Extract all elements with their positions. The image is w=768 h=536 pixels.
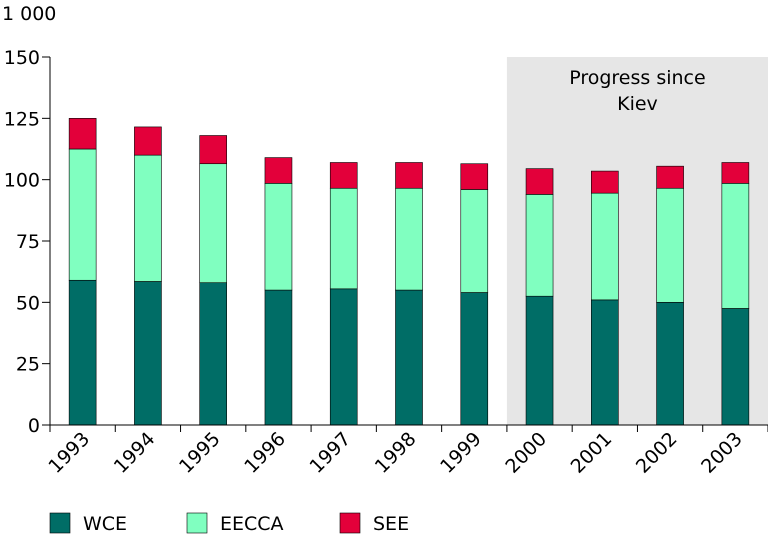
bar-see-2001 — [591, 170, 619, 194]
bar-wce-2000 — [525, 295, 554, 426]
bar-wce-2001 — [591, 299, 619, 426]
x-axis: 1993 1994 1995 1996 1997 1998 1999 2000 2001 2002… — [44, 424, 768, 478]
bars — [68, 118, 750, 426]
x-tick-label-2002: 2002 — [632, 428, 682, 478]
highlight-annotation: Progress since Kiev — [569, 67, 705, 115]
bar-see-2002 — [656, 165, 684, 189]
bar-eecca-1993 — [68, 148, 97, 281]
bar-eecca-1997 — [329, 187, 358, 290]
bar-eecca-1995 — [199, 163, 227, 284]
y-tick-label: 0 — [28, 415, 40, 437]
legend-label-wce: WCE — [83, 513, 127, 535]
x-tick-label-2003: 2003 — [697, 428, 747, 478]
x-tick-label-1998: 1998 — [371, 428, 421, 478]
legend-label-eecca: EECCA — [220, 513, 284, 535]
y-tick-label: 25 — [16, 354, 40, 376]
bar-eecca-2002 — [656, 187, 684, 303]
bar-wce-1999 — [460, 292, 489, 426]
y-tick-label: 75 — [16, 231, 40, 253]
bar-eecca-1994 — [134, 154, 162, 282]
bar-see-1999 — [460, 163, 489, 190]
x-tick-label-1995: 1995 — [175, 428, 225, 478]
bar-see-2003 — [721, 162, 750, 184]
bar-eecca-2003 — [721, 183, 750, 309]
bar-wce-1997 — [329, 288, 358, 426]
bar-wce-2002 — [656, 302, 684, 426]
y-axis: 0 25 50 75 100 125 150 — [4, 47, 51, 437]
bar-wce-1994 — [134, 281, 162, 426]
y-axis-unit-label: 1 000 — [2, 3, 56, 25]
bar-eecca-2000 — [525, 194, 554, 297]
bar-wce-1996 — [264, 289, 293, 426]
x-tick-label-1994: 1994 — [110, 428, 160, 478]
y-tick-label: 50 — [16, 292, 40, 314]
bar-see-1994 — [134, 126, 162, 156]
bar-see-2000 — [525, 168, 554, 195]
bar-wce-2003 — [721, 308, 750, 426]
bar-wce-1995 — [199, 282, 227, 426]
bar-see-1996 — [264, 157, 293, 184]
x-tick-label-2000: 2000 — [501, 428, 551, 478]
x-tick-label-2001: 2001 — [567, 428, 617, 478]
bar-see-1997 — [329, 162, 358, 189]
y-tick-label: 125 — [4, 108, 40, 130]
legend-swatch-wce — [49, 512, 71, 534]
highlight-label-line-1: Progress since — [569, 67, 705, 89]
x-tick-label-1997: 1997 — [306, 428, 356, 478]
bar-see-1998 — [395, 162, 423, 189]
bar-eecca-1996 — [264, 183, 293, 291]
bar-wce-1993 — [68, 279, 97, 426]
y-tick-label: 150 — [4, 47, 40, 69]
x-tick-label-1996: 1996 — [240, 428, 290, 478]
x-tick-label-1993: 1993 — [44, 428, 94, 478]
bar-eecca-1999 — [460, 189, 489, 293]
legend-swatch-eecca — [186, 512, 208, 534]
legend-label-see: SEE — [373, 513, 409, 535]
x-tick-label-1999: 1999 — [436, 428, 486, 478]
highlight-label-line-2: Kiev — [617, 93, 658, 115]
legend: WCE EECCA SEE — [49, 512, 409, 535]
bar-see-1995 — [199, 135, 227, 165]
bar-eecca-1998 — [395, 187, 423, 291]
bar-see-1993 — [68, 118, 97, 150]
y-tick-label: 100 — [4, 170, 40, 192]
legend-swatch-see — [339, 512, 361, 534]
bar-wce-1998 — [395, 289, 423, 426]
bar-eecca-2001 — [591, 192, 619, 301]
